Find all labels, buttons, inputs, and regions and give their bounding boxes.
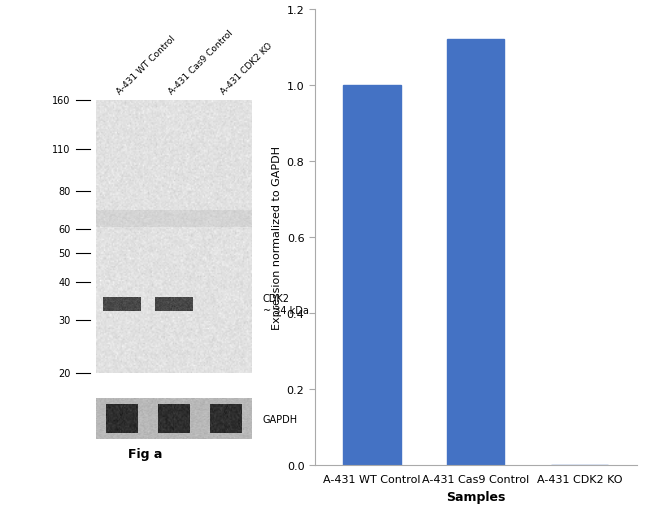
Text: 60: 60 bbox=[58, 225, 70, 235]
Text: GAPDH: GAPDH bbox=[263, 414, 298, 424]
Text: 80: 80 bbox=[58, 187, 70, 197]
X-axis label: Samples: Samples bbox=[446, 490, 506, 503]
Text: CDK2
~ 34 kDa: CDK2 ~ 34 kDa bbox=[263, 293, 308, 315]
Text: 110: 110 bbox=[52, 145, 70, 155]
Text: Fig a: Fig a bbox=[129, 447, 162, 460]
Text: A-431 CDK2 KO: A-431 CDK2 KO bbox=[219, 41, 274, 96]
Bar bbox=[343, 86, 400, 465]
Text: A-431 WT Control: A-431 WT Control bbox=[115, 34, 177, 96]
Text: 20: 20 bbox=[58, 369, 70, 379]
Y-axis label: Expression normalized to GAPDH: Expression normalized to GAPDH bbox=[272, 145, 283, 329]
Text: 30: 30 bbox=[58, 316, 70, 326]
Text: 40: 40 bbox=[58, 278, 70, 288]
Text: 50: 50 bbox=[58, 248, 70, 259]
Bar bbox=[447, 40, 504, 465]
Text: 160: 160 bbox=[52, 96, 70, 106]
Text: A-431 Cas9 Control: A-431 Cas9 Control bbox=[167, 29, 235, 96]
